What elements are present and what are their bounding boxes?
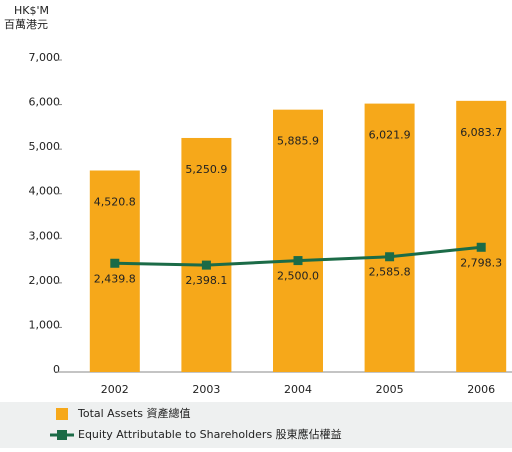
legend-swatch — [56, 408, 68, 420]
x-tick-label: 2005 — [376, 383, 404, 396]
y-tick-label: 3,000 — [29, 229, 61, 242]
line-marker — [293, 256, 303, 266]
legend-swatch — [57, 430, 67, 440]
line-value-label: 2,500.0 — [277, 270, 319, 283]
x-tick-label: 2002 — [101, 383, 129, 396]
line-marker — [476, 242, 486, 252]
y-tick-label: 6,000 — [29, 96, 61, 109]
bar — [89, 170, 140, 372]
line-value-label: 2,439.8 — [94, 272, 136, 285]
y-tick-label: 7,000 — [29, 51, 61, 64]
y-tick-label: 0 — [53, 363, 60, 376]
bar-value-label: 6,083.7 — [460, 126, 502, 139]
y-axis-label: HK$'M — [14, 4, 49, 17]
bar-value-label: 4,520.8 — [94, 196, 136, 209]
bar — [181, 137, 232, 372]
legend-label: Equity Attributable to Shareholders 股東應佔… — [78, 427, 342, 441]
line-marker — [110, 258, 120, 268]
y-tick-label: 2,000 — [29, 274, 61, 287]
line-marker — [201, 260, 211, 270]
line-marker — [385, 252, 395, 262]
bar-value-label: 5,885.9 — [277, 135, 319, 148]
line-value-label: 2,398.1 — [185, 274, 227, 287]
y-tick-label: 1,000 — [29, 318, 61, 331]
bar-value-label: 6,021.9 — [369, 129, 411, 142]
x-tick-label: 2003 — [192, 383, 220, 396]
bar — [273, 109, 323, 372]
bar-value-label: 5,250.9 — [185, 163, 227, 176]
bar — [364, 103, 415, 373]
y-axis-label: 百萬港元 — [4, 18, 48, 31]
line-value-label: 2,798.3 — [460, 256, 502, 269]
y-tick-label: 4,000 — [29, 185, 61, 198]
legend-background — [0, 402, 512, 448]
legend-label: Total Assets 資產總值 — [77, 406, 190, 420]
bar — [456, 100, 507, 373]
x-tick-label: 2006 — [467, 383, 495, 396]
x-tick-label: 2004 — [284, 383, 312, 396]
line-value-label: 2,585.8 — [369, 266, 411, 279]
y-tick-label: 5,000 — [29, 140, 61, 153]
